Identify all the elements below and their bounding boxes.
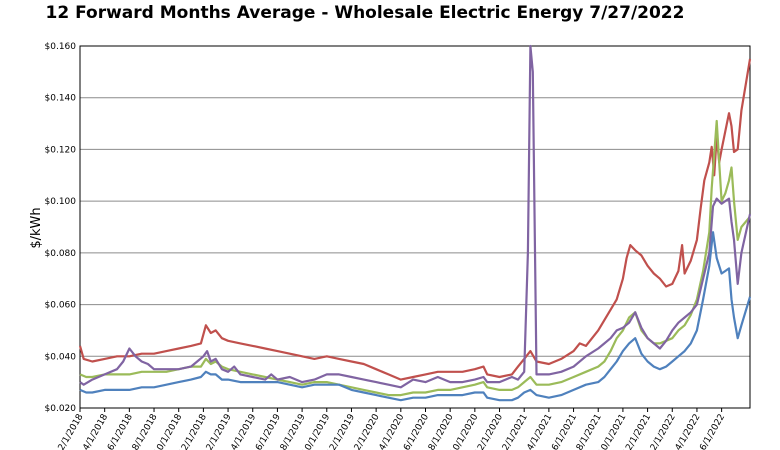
x-tick-label: 8/1/2018 [131, 412, 160, 450]
x-tick-label: 4/1/2022 [674, 413, 703, 450]
x-tick-label: 2/1/2022 [649, 413, 678, 450]
x-tick-label: 2/1/2018 [57, 412, 86, 450]
x-tick-label: 4/1/2021 [526, 413, 555, 450]
y-tick-label: $0.140 [45, 94, 77, 104]
gridlines [80, 45, 750, 409]
chart-title: 12 Forward Months Average - Wholesale El… [46, 3, 685, 23]
x-tick-label: 4/1/2019 [229, 412, 258, 450]
x-tick-label: 8/1/2020 [427, 412, 456, 450]
x-tick-label: 2/1/2021 [501, 413, 530, 450]
x-tick-label: 4/1/2020 [378, 412, 407, 450]
y-tick-label: $0.060 [45, 301, 77, 311]
series-line-blue [79, 231, 752, 402]
plot-area [79, 45, 751, 409]
x-tick-label: 8/1/2019 [279, 412, 308, 450]
series-line-red [78, 58, 752, 381]
series-line-green [79, 119, 751, 397]
x-tick-label: 2/1/2019 [205, 412, 234, 450]
x-tick-label: 6/1/2019 [254, 412, 283, 450]
series-line-purple [79, 44, 752, 389]
x-tick-label: 6/1/2020 [402, 412, 431, 450]
x-tick-label: 2/1/2020 [353, 412, 382, 450]
x-tick-label: 6/1/2022 [698, 413, 727, 450]
y-axis-label: $/kWh [29, 207, 44, 248]
y-tick-label: $0.040 [45, 352, 77, 362]
x-tick-label: 8/1/2021 [575, 413, 604, 450]
y-tick-label: $0.100 [45, 197, 77, 207]
y-axis-ticks: $0.020 $0.040 $0.060 $0.080 $0.100 $0.120 $0.1… [45, 42, 77, 414]
y-tick-label: $0.020 [45, 404, 77, 414]
x-tick-label: 4/1/2018 [81, 412, 110, 450]
x-tick-label: 6/1/2021 [550, 413, 579, 450]
x-axis-ticks: 2/1/20184/1/20186/1/20188/1/201810/1/201… [57, 408, 727, 450]
y-tick-label: $0.160 [45, 42, 77, 52]
series-lines [78, 44, 752, 402]
x-tick-label: 6/1/2018 [106, 412, 135, 450]
y-tick-label: $0.080 [45, 249, 77, 259]
y-tick-label: $0.120 [45, 145, 77, 155]
